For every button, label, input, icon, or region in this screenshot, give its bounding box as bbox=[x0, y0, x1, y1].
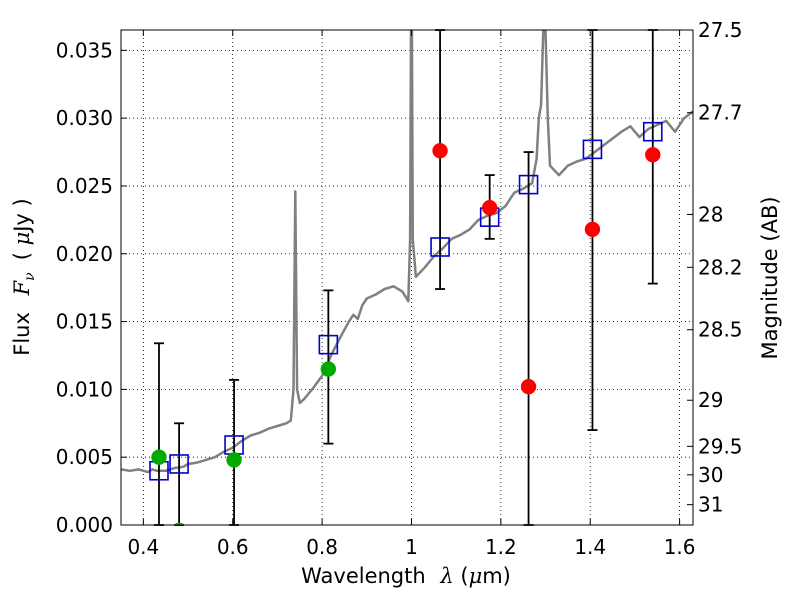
y-tick-label: 0.035 bbox=[56, 38, 113, 62]
grid-lines bbox=[121, 30, 693, 526]
y2-tick-label: 28 bbox=[698, 202, 723, 226]
observed-point-marker bbox=[226, 452, 242, 468]
y-tick-label: 0.030 bbox=[56, 106, 113, 130]
observed-point-marker bbox=[584, 221, 601, 238]
x-tick-label: 1.4 bbox=[574, 535, 606, 559]
y-tick-label: 0.025 bbox=[56, 174, 113, 198]
model-square-marker bbox=[318, 334, 339, 355]
y-tick-label: 0.010 bbox=[56, 377, 113, 401]
y-axis-title: Flux Fν( μJy ) bbox=[10, 198, 38, 355]
error-bars bbox=[153, 29, 658, 526]
y2-tick-labels: 27.5 27.7 28 28.2 28.5 29 29.5 30 31 bbox=[698, 18, 743, 517]
model-square-marker bbox=[518, 174, 539, 195]
y2-tick-label: 31 bbox=[698, 493, 723, 517]
y2-tick-label: 29.5 bbox=[698, 434, 743, 458]
x-tick-label: 1.6 bbox=[664, 535, 696, 559]
x-tick-labels: 0.4 0.6 0.8 1 1.2 1.4 1.6 bbox=[127, 535, 695, 559]
spectrum-layer bbox=[121, 30, 693, 474]
y2-tick-label: 28.5 bbox=[698, 318, 743, 342]
model-square-marker bbox=[169, 454, 189, 474]
observed-point-marker bbox=[173, 522, 185, 525]
x-tick-label: 0.4 bbox=[127, 535, 159, 559]
x-tick-label: 0.6 bbox=[217, 535, 249, 559]
tick-marks bbox=[121, 29, 693, 526]
y-tick-label: 0.005 bbox=[56, 445, 113, 469]
model-square-marker bbox=[582, 139, 603, 160]
x-tick-label: 1.2 bbox=[485, 535, 517, 559]
x-tick-label: 0.8 bbox=[306, 535, 338, 559]
y2-tick-label: 28.2 bbox=[698, 255, 743, 279]
model-square-marker bbox=[642, 121, 663, 142]
spectrum-line bbox=[121, 30, 693, 474]
x-axis-title: Wavelength λ (μm) bbox=[301, 564, 511, 588]
y-tick-labels: 0.000 0.005 0.010 0.015 0.020 0.025 0.030 0.035 bbox=[56, 38, 113, 537]
model-square-marker bbox=[430, 237, 450, 257]
observed-point-marker bbox=[432, 142, 448, 159]
y2-tick-label: 29 bbox=[698, 388, 723, 412]
observed-point-marker bbox=[151, 449, 167, 465]
y2-tick-label: 27.7 bbox=[698, 101, 743, 125]
y2-tick-label: 27.5 bbox=[698, 18, 743, 42]
observed-point-marker bbox=[520, 378, 537, 395]
y2-axis-title: Magnitude (AB) bbox=[758, 196, 782, 359]
y2-tick-label: 30 bbox=[698, 463, 723, 487]
observed-point-marker bbox=[645, 147, 661, 163]
plot-frame bbox=[120, 29, 694, 526]
observed-point-marker bbox=[320, 361, 337, 377]
observed-point-marker bbox=[481, 199, 498, 216]
y-tick-label: 0.020 bbox=[56, 242, 113, 266]
x-tick-label: 1 bbox=[405, 535, 418, 559]
y-tick-label: 0.000 bbox=[56, 513, 113, 537]
markers bbox=[149, 121, 663, 525]
y-tick-label: 0.015 bbox=[56, 310, 113, 334]
